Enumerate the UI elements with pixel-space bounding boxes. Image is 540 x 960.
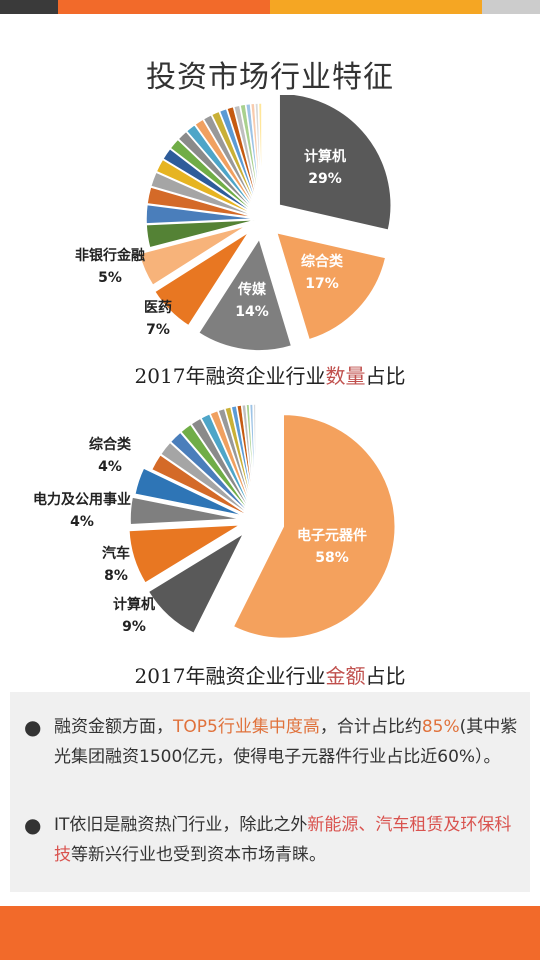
slice-label: 电子元器件 xyxy=(297,527,367,544)
top-bar-segment-dark xyxy=(0,0,58,14)
slice-percent: 4% xyxy=(70,514,94,530)
bullet-text-part: (其中紫光集团融资1500亿元，使得电子元器件行业占比近60%）。 xyxy=(54,717,518,767)
summary-box: ● 融资金额方面，TOP5行业集中度高，合计占比约85%(其中紫光集团融资150… xyxy=(10,692,530,892)
slice-label: 综合类 xyxy=(301,253,344,270)
pie-slice-电子元器件 xyxy=(232,413,397,640)
pie-slice-非银行金融 xyxy=(138,224,248,287)
slice-label: 汽车 xyxy=(102,545,130,562)
slice-label: 计算机 xyxy=(304,148,346,165)
pie-slice-综合类 xyxy=(275,231,387,341)
caption-prefix: 2017年融资企业行业 xyxy=(134,664,326,688)
slice-percent: 5% xyxy=(98,270,122,286)
bullet-text-part: 等新兴行业也受到资本市场青睐。 xyxy=(71,845,326,865)
chart-caption-amount: 2017年融资企业行业金额占比 xyxy=(0,660,540,689)
slice-percent: 17% xyxy=(305,276,339,292)
page-title: 投资市场行业特征 xyxy=(146,60,394,95)
bullet-text: IT依旧是融资热门行业，除此之外新能源、汽车租赁及环保科技等新兴行业也受到资本市… xyxy=(54,810,520,870)
pie-slice-5 xyxy=(145,218,259,249)
slice-percent: 14% xyxy=(235,304,269,320)
caption-suffix: 占比 xyxy=(365,364,406,388)
pie-slice-汽车 xyxy=(128,523,242,585)
chart-caption-count: 2017年融资企业行业数量占比 xyxy=(0,360,540,389)
bullet-highlight: 85% xyxy=(421,717,460,737)
slice-label: 传媒 xyxy=(237,281,267,298)
slice-label: 综合类 xyxy=(89,436,132,453)
pie-chart-amount: 电子元器件 58% 计算机 9% 汽车 8% 电力及公用事业 4% 综合类 4% xyxy=(33,403,397,640)
pie-slice-24 xyxy=(257,102,263,216)
bullet-dot: ● xyxy=(24,715,42,739)
summary-bullet-1: ● 融资金额方面，TOP5行业集中度高，合计占比约85%(其中紫光集团融资150… xyxy=(24,712,520,772)
bullet-text: 融资金额方面，TOP5行业集中度高，合计占比约85%(其中紫光集团融资1500亿… xyxy=(54,712,520,772)
pie-slice-19 xyxy=(252,403,257,517)
caption-prefix: 2017年融资企业行业 xyxy=(134,364,326,388)
bullet-highlight: 新能源、汽车租赁及环保科技 xyxy=(54,815,512,865)
slice-percent: 58% xyxy=(315,550,349,566)
caption-suffix: 占比 xyxy=(365,664,406,688)
slice-percent: 9% xyxy=(122,619,146,635)
slice-label: 计算机 xyxy=(113,596,155,613)
pie-slice-传媒 xyxy=(197,237,293,352)
pie-slice-计算机 xyxy=(278,95,392,232)
bullet-text-part: IT依旧是融资热门行业，除此之外 xyxy=(54,815,308,835)
pie-slice-综合类 xyxy=(133,466,245,517)
bullet-dot: ● xyxy=(24,813,42,837)
slice-percent: 8% xyxy=(104,568,128,584)
slice-percent: 7% xyxy=(146,322,170,338)
bottom-color-bar xyxy=(0,906,540,960)
pie-slice-计算机 xyxy=(147,531,246,635)
summary-bullet-2: ● IT依旧是融资热门行业，除此之外新能源、汽车租赁及环保科技等新兴行业也受到资… xyxy=(24,810,520,870)
slice-label: 非银行金融 xyxy=(75,247,145,264)
bullet-text-part: ，合计占比约 xyxy=(319,717,422,737)
pie-slice-医药 xyxy=(153,231,250,327)
pie-chart-count: 计算机 29% 综合类 17% 传媒 14% 医药 7% 非银行金融 5% xyxy=(75,95,392,352)
slice-label: 电力及公用事业 xyxy=(33,491,131,508)
slice-label: 医药 xyxy=(144,299,172,316)
bullet-highlight: TOP5行业集中度高 xyxy=(173,717,320,737)
slice-percent: 29% xyxy=(308,171,342,187)
slice-percent: 4% xyxy=(98,459,122,475)
top-bar-segment-orange xyxy=(58,0,270,14)
caption-highlight: 数量 xyxy=(325,364,366,388)
top-color-bar xyxy=(0,0,540,14)
top-bar-segment-amber xyxy=(270,0,482,14)
top-bar-segment-gray xyxy=(482,0,540,14)
caption-highlight: 金额 xyxy=(325,664,366,688)
bullet-text-part: 融资金额方面， xyxy=(54,717,173,737)
pie-slice-电力及公用事业 xyxy=(129,496,243,526)
